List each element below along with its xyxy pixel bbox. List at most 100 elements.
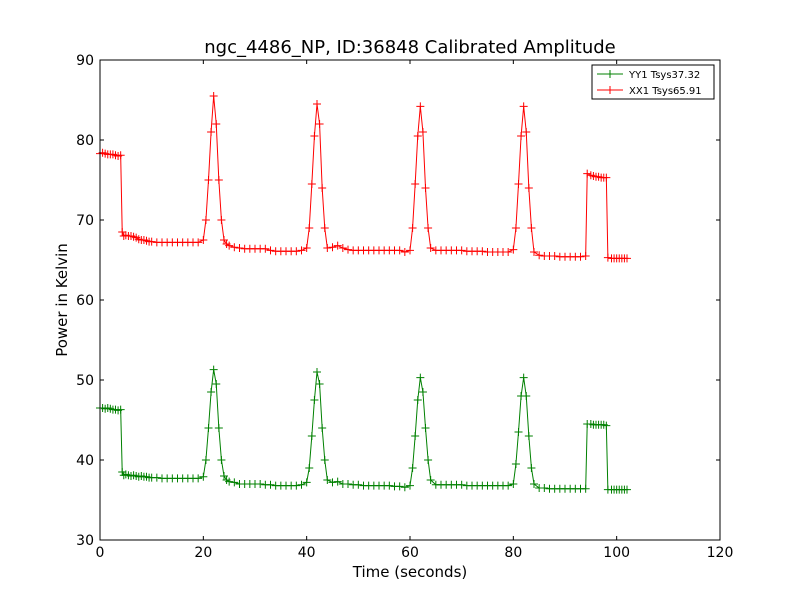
- data-point-marker: [527, 224, 536, 232]
- data-point-marker: [426, 244, 435, 252]
- data-point-marker: [302, 478, 311, 487]
- x-tick-label: 80: [504, 545, 522, 561]
- data-point-marker: [576, 252, 585, 261]
- data-point-marker: [292, 481, 301, 490]
- data-point-marker: [519, 373, 528, 382]
- data-point-marker: [204, 424, 213, 432]
- y-tick-label: 80: [76, 133, 94, 149]
- series-0-group: [96, 365, 631, 494]
- data-point-marker: [424, 456, 433, 464]
- data-point-marker: [116, 151, 125, 160]
- data-point-marker: [315, 380, 324, 388]
- data-point-marker: [212, 380, 221, 388]
- data-point-marker: [230, 243, 239, 252]
- data-point-marker: [540, 484, 549, 492]
- data-point-marker: [524, 432, 533, 440]
- plot-area: [96, 92, 631, 494]
- data-point-marker: [315, 120, 324, 128]
- data-point-marker: [209, 92, 218, 100]
- data-point-marker: [517, 132, 526, 140]
- legend-swatch-marker: [606, 86, 614, 94]
- data-point-marker: [623, 485, 631, 494]
- y-axis-label: Power in Kelvin: [53, 243, 71, 357]
- x-axis: 0 20 40 60 80 100 120: [96, 60, 734, 561]
- data-point-marker: [318, 184, 327, 192]
- data-point-marker: [305, 224, 314, 232]
- data-point-marker: [519, 102, 528, 111]
- data-point-marker: [323, 476, 332, 484]
- data-point-marker: [514, 180, 523, 188]
- data-point-marker: [256, 480, 265, 488]
- data-point-marker: [581, 252, 590, 260]
- data-point-marker: [421, 184, 430, 192]
- data-point-marker: [514, 428, 523, 436]
- data-point-marker: [522, 128, 531, 136]
- data-point-marker: [457, 480, 466, 489]
- data-point-marker: [310, 132, 319, 140]
- data-point-marker: [395, 246, 404, 255]
- data-point-marker: [583, 169, 592, 178]
- data-point-marker: [320, 224, 329, 232]
- data-point-marker: [209, 365, 218, 374]
- data-point-marker: [344, 480, 352, 488]
- data-point-marker: [204, 176, 213, 184]
- data-point-marker: [333, 477, 342, 486]
- data-point-marker: [416, 373, 425, 382]
- data-point-marker: [535, 251, 544, 260]
- data-point-marker: [333, 241, 342, 250]
- data-point-marker: [307, 180, 316, 188]
- data-point-marker: [511, 460, 520, 468]
- x-tick-label: 40: [298, 545, 316, 561]
- data-point-marker: [230, 478, 239, 487]
- y-tick-label: 90: [76, 53, 94, 69]
- data-point-marker: [623, 254, 631, 263]
- data-point-marker: [201, 456, 210, 464]
- data-point-marker: [217, 456, 226, 464]
- data-point-marker: [527, 464, 536, 472]
- data-point-marker: [413, 132, 422, 140]
- data-point-marker: [385, 481, 394, 490]
- data-point-marker: [297, 480, 306, 489]
- data-point-marker: [411, 180, 420, 188]
- data-point-marker: [602, 173, 611, 182]
- legend-label: YY1 Tsys37.32: [628, 70, 700, 81]
- data-point-marker: [261, 244, 270, 253]
- data-point-marker: [524, 184, 533, 192]
- data-point-marker: [530, 248, 538, 256]
- data-point-marker: [225, 241, 234, 250]
- legend-label: XX1 Tsys65.91: [629, 86, 702, 97]
- data-point-marker: [116, 405, 125, 414]
- y-tick-label: 30: [76, 533, 94, 549]
- data-point-marker: [194, 474, 203, 483]
- data-point-marker: [509, 480, 518, 488]
- data-point-marker: [509, 245, 518, 254]
- data-point-marker: [305, 464, 314, 472]
- data-point-marker: [602, 421, 611, 430]
- data-point-marker: [395, 482, 404, 491]
- data-point-marker: [421, 424, 430, 432]
- data-point-marker: [214, 424, 223, 432]
- data-point-marker: [323, 244, 332, 252]
- y-axis: 30 40 50 60 70 80 90: [76, 53, 720, 549]
- data-point-marker: [292, 247, 301, 256]
- data-point-marker: [199, 472, 208, 481]
- data-point-marker: [328, 243, 337, 252]
- data-point-marker: [313, 100, 321, 108]
- data-point-marker: [235, 244, 244, 252]
- data-point-marker: [511, 224, 520, 232]
- data-point-marker: [297, 246, 306, 255]
- x-tick-label: 120: [707, 545, 734, 561]
- data-point-marker: [418, 128, 427, 136]
- data-point-marker: [581, 484, 590, 493]
- data-point-marker: [318, 424, 327, 432]
- data-point-marker: [302, 244, 311, 252]
- data-point-marker: [418, 388, 427, 396]
- data-point-marker: [212, 120, 221, 128]
- x-tick-label: 20: [194, 545, 212, 561]
- data-point-marker: [225, 477, 234, 486]
- data-point-marker: [424, 224, 433, 232]
- x-tick-label: 100: [603, 545, 630, 561]
- data-point-marker: [406, 246, 414, 255]
- y-tick-label: 40: [76, 453, 94, 469]
